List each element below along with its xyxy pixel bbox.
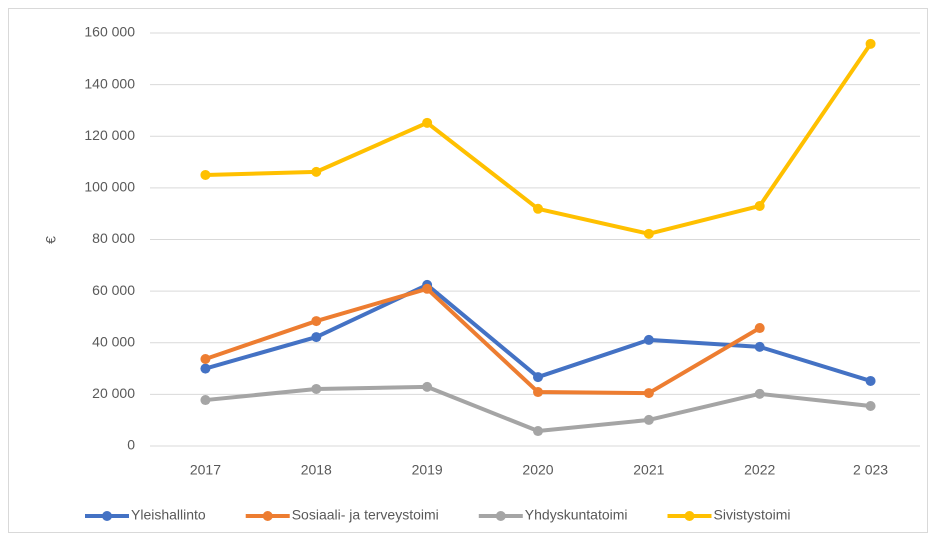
legend-marker	[495, 511, 506, 521]
data-point	[200, 363, 211, 374]
legend-label: Sosiaali- ja terveystoimi	[292, 507, 439, 523]
data-point	[311, 383, 322, 394]
data-point	[865, 400, 876, 411]
data-point	[422, 283, 433, 294]
data-point	[754, 388, 765, 399]
x-tick-label: 2017	[190, 462, 221, 478]
data-point	[754, 200, 765, 211]
legend-label: Sivistystoimi	[714, 507, 791, 523]
y-tick-label: 140 000	[84, 75, 135, 91]
data-point	[643, 334, 654, 345]
data-point	[865, 38, 876, 49]
y-tick-label: 0	[127, 437, 135, 453]
legend-marker	[262, 511, 273, 521]
chart-border	[8, 8, 928, 533]
data-point	[533, 387, 543, 398]
data-point	[200, 354, 211, 365]
series-line	[203, 286, 762, 396]
y-tick-label: 160 000	[84, 24, 135, 40]
data-point	[311, 332, 322, 343]
data-point	[422, 381, 433, 392]
legend-marker	[684, 511, 695, 521]
data-point	[643, 228, 654, 239]
y-tick-label: 60 000	[92, 282, 135, 298]
data-point	[754, 323, 765, 334]
data-point	[311, 166, 322, 177]
x-tick-label: 2 023	[853, 462, 888, 478]
y-tick-label: 40 000	[92, 333, 135, 349]
data-point	[643, 414, 654, 425]
y-tick-label: 80 000	[92, 230, 135, 246]
data-point	[865, 375, 876, 386]
y-tick-label: 20 000	[92, 385, 135, 401]
x-tick-label: 2018	[301, 462, 332, 478]
data-point	[311, 316, 322, 327]
data-point	[422, 117, 433, 128]
data-point	[200, 169, 211, 180]
x-tick-label: 2021	[633, 462, 664, 478]
legend-label: Yhdyskuntatoimi	[525, 507, 628, 523]
legend-marker	[102, 511, 112, 521]
y-tick-label: 120 000	[84, 127, 135, 143]
y-tick-label: 100 000	[84, 179, 135, 195]
y-axis-label: €	[43, 236, 59, 244]
data-point	[754, 341, 765, 352]
data-point	[533, 426, 543, 437]
data-point	[200, 395, 211, 406]
data-point	[533, 203, 543, 214]
x-tick-label: 2020	[522, 462, 553, 478]
x-tick-label: 2019	[412, 462, 443, 478]
x-tick-label: 2022	[744, 462, 775, 478]
legend-label: Yleishallinto	[131, 507, 206, 523]
data-point	[533, 372, 543, 383]
data-point	[643, 388, 654, 399]
